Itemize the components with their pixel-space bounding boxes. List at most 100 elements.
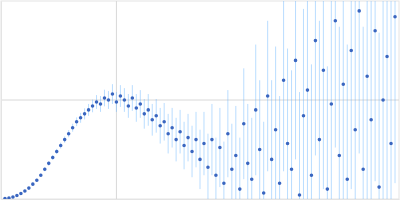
error-bar	[347, 45, 348, 199]
point	[111, 92, 115, 96]
point	[131, 96, 135, 100]
point	[51, 156, 55, 160]
point	[393, 15, 397, 19]
point	[170, 126, 174, 130]
grid-line	[116, 1, 117, 199]
point	[146, 108, 150, 112]
error-bar	[299, 92, 300, 199]
point	[338, 154, 342, 158]
point	[385, 55, 389, 59]
point	[123, 98, 127, 102]
point	[318, 138, 322, 142]
error-bar	[231, 124, 232, 199]
chart-container	[0, 0, 400, 200]
point	[345, 177, 349, 181]
point	[246, 162, 250, 166]
point	[95, 100, 99, 104]
point	[15, 194, 19, 198]
point	[210, 138, 214, 142]
error-bar	[387, 1, 388, 199]
point	[198, 158, 202, 162]
point	[178, 130, 182, 134]
point	[115, 100, 119, 104]
point	[154, 114, 158, 118]
point	[19, 192, 23, 196]
point	[91, 104, 95, 108]
error-bar	[303, 9, 304, 199]
error-bar	[235, 106, 236, 199]
point	[166, 132, 170, 136]
point	[23, 189, 27, 193]
error-bar	[283, 1, 284, 171]
point	[135, 106, 139, 110]
point	[341, 82, 345, 86]
point	[290, 168, 294, 172]
x-grid	[116, 1, 117, 199]
point	[361, 168, 365, 172]
point	[206, 166, 210, 170]
chart-svg	[0, 0, 400, 200]
error-bar	[395, 1, 396, 183]
y-axis-line	[1, 2, 2, 200]
point	[162, 120, 166, 124]
point	[43, 168, 47, 172]
point	[87, 108, 91, 112]
point	[373, 29, 377, 33]
point	[298, 193, 302, 197]
point	[357, 9, 361, 13]
point	[286, 142, 290, 146]
point	[139, 102, 143, 106]
error-bar	[275, 47, 276, 199]
point	[174, 138, 178, 142]
point	[314, 39, 318, 43]
error-bar	[327, 66, 328, 199]
point	[11, 195, 15, 199]
point	[99, 102, 103, 106]
error-bar	[375, 1, 376, 181]
error-bar	[367, 1, 368, 199]
point	[71, 126, 75, 130]
point	[103, 96, 107, 100]
point	[242, 122, 246, 126]
point	[226, 132, 230, 136]
point	[326, 187, 330, 191]
point	[266, 94, 270, 98]
point	[142, 112, 146, 116]
point	[334, 19, 338, 23]
error-bar	[319, 21, 320, 199]
point	[218, 146, 222, 150]
point	[31, 182, 35, 186]
point	[250, 177, 254, 181]
error-bar	[307, 1, 308, 199]
error-bar	[355, 1, 356, 199]
point	[35, 178, 39, 182]
error-bar	[379, 33, 380, 199]
error-bar	[363, 27, 364, 199]
point	[7, 196, 11, 199]
point	[158, 124, 162, 128]
y-axis	[1, 2, 3, 200]
error-bar	[331, 1, 332, 199]
error-bar	[291, 70, 292, 199]
point	[377, 185, 381, 189]
data-layer	[3, 1, 397, 199]
point	[194, 138, 198, 142]
point	[310, 173, 314, 177]
point	[75, 120, 79, 124]
error-bar	[259, 80, 260, 199]
point	[254, 108, 258, 112]
point	[119, 94, 123, 98]
error-bar	[251, 118, 252, 199]
point	[83, 112, 87, 116]
error-bar	[247, 104, 248, 199]
point	[67, 132, 71, 136]
point	[55, 150, 59, 154]
error-bars	[5, 1, 395, 199]
point	[369, 118, 373, 122]
point	[127, 104, 131, 108]
point	[349, 49, 353, 53]
point	[330, 102, 334, 106]
error-bar	[223, 142, 224, 199]
point	[59, 144, 63, 148]
point	[381, 98, 385, 102]
